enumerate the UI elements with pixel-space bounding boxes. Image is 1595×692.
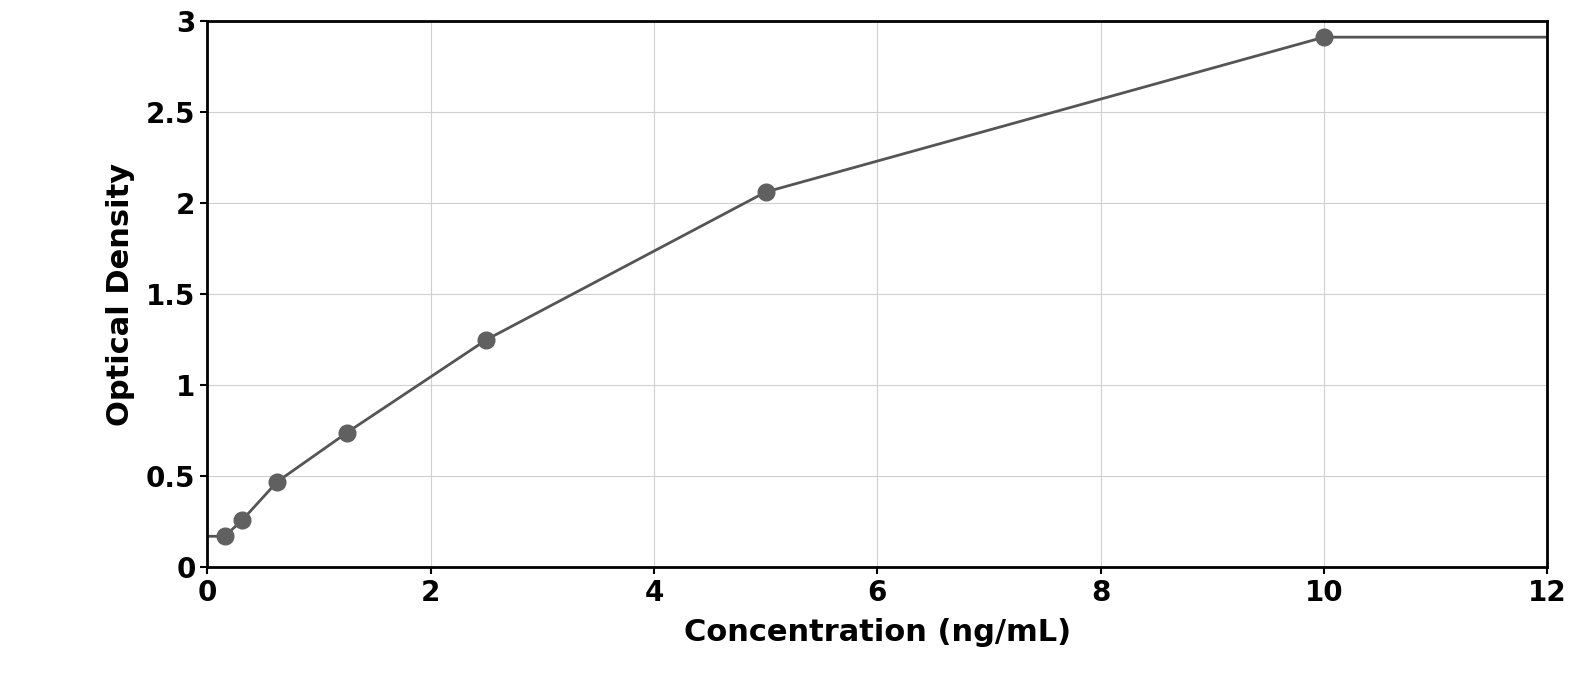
Point — [212, 531, 238, 542]
Point — [1311, 32, 1337, 43]
Point — [335, 427, 360, 438]
Point — [230, 515, 255, 526]
X-axis label: Concentration (ng/mL): Concentration (ng/mL) — [684, 619, 1070, 647]
Point — [474, 334, 499, 345]
Point — [753, 187, 778, 198]
Y-axis label: Optical Density: Optical Density — [105, 163, 136, 426]
Point — [265, 476, 290, 487]
